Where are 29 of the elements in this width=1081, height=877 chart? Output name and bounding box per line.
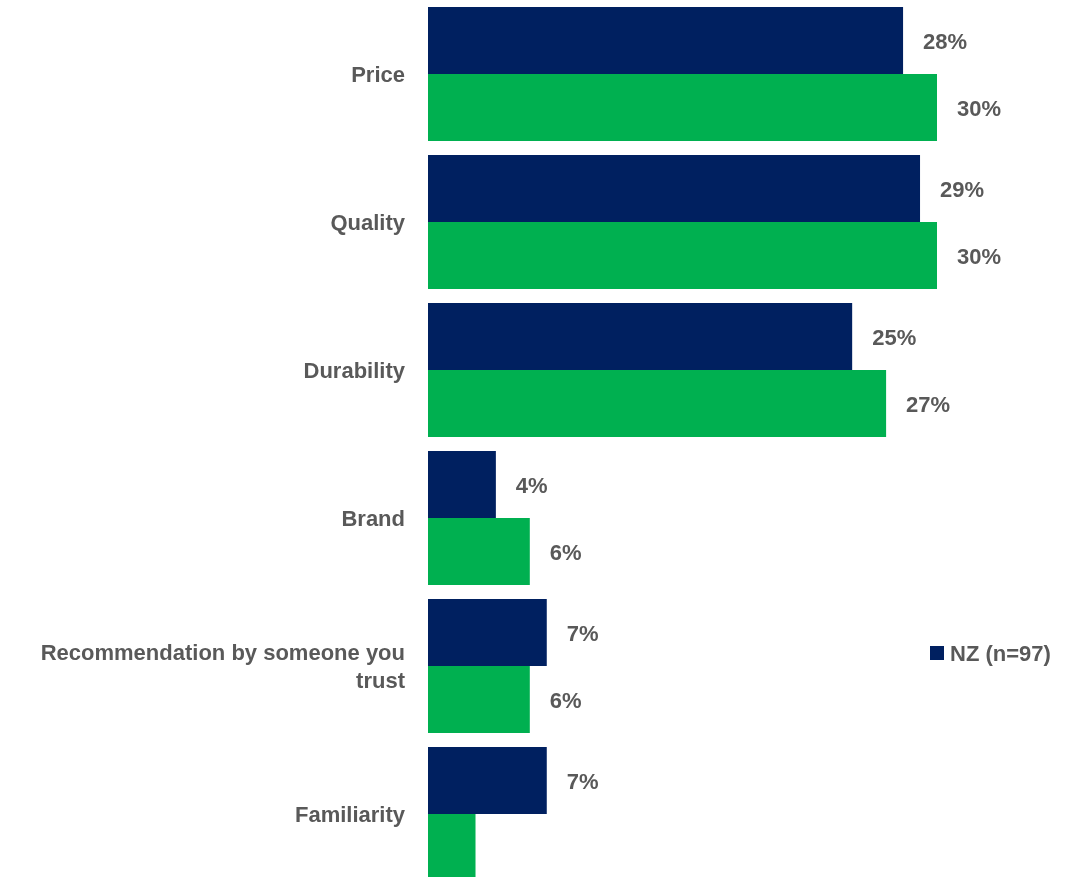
y-tick-label: Price [351, 62, 405, 87]
data-label: 7% [566, 620, 599, 646]
bar [428, 599, 547, 666]
data-label: 29% [940, 176, 985, 202]
bar [428, 518, 530, 585]
y-tick-label: Quality [330, 210, 406, 235]
data-label: 28% [923, 28, 968, 54]
data-label: 27% [906, 391, 951, 417]
y-tick-label: Durability [303, 358, 406, 383]
y-tick-label: Brand [341, 506, 405, 531]
bar [428, 451, 496, 518]
bar [428, 370, 887, 437]
bar [428, 7, 904, 74]
data-label: 4% [515, 472, 548, 498]
bar [428, 747, 547, 814]
legend-label: NZ (n=97) [950, 641, 1051, 666]
data-label: 6% [549, 539, 582, 565]
data-label: 30% [957, 95, 1002, 121]
bar [428, 74, 937, 141]
data-label: 30% [957, 243, 1002, 269]
bar [428, 666, 530, 733]
data-label: 25% [872, 324, 917, 350]
data-label: 7% [566, 768, 599, 794]
y-tick-label: Familiarity [294, 802, 406, 827]
y-tick-label: Recommendation by someone you trust [40, 640, 406, 693]
bar [428, 222, 937, 289]
data-label: 6% [549, 687, 582, 713]
bar [428, 155, 921, 222]
bar [428, 303, 853, 370]
